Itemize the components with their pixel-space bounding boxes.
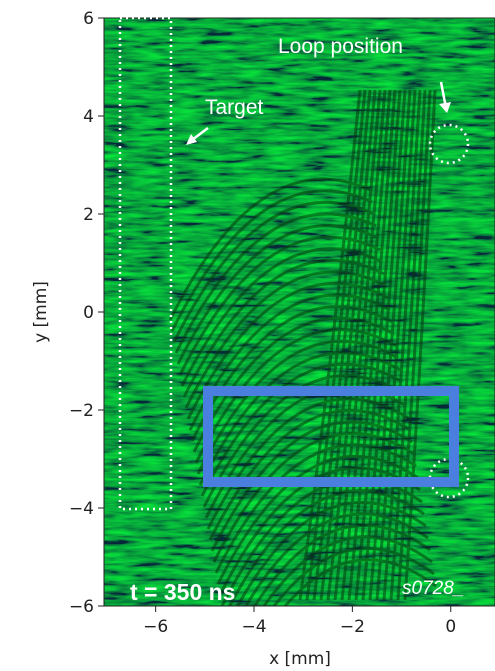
y-tick-label: −6 [69,597,94,617]
annotation: s0728_ [402,578,464,599]
x-tick-label: −4 [241,617,266,637]
figure: Target Loop position t = 350 ns s0728_ x… [0,0,495,671]
y-tick-label: −2 [69,401,94,421]
annotation: t = 350 ns [130,579,235,605]
y-axis-label: y [mm] [31,281,51,343]
y-tick-label: 2 [83,205,94,225]
annotation: Loop position [278,35,403,58]
x-axis-label: x [mm] [269,649,331,669]
y-tick-label: 0 [83,303,94,323]
interferogram [104,18,495,671]
y-tick-label: 4 [83,107,94,127]
x-tick-label: −2 [340,617,365,637]
y-tick-label: −4 [69,499,94,519]
y-tick-label: 6 [83,9,94,29]
annotation: Target [205,96,264,119]
x-tick-label: −6 [143,617,168,637]
x-tick-label: 0 [445,617,456,637]
